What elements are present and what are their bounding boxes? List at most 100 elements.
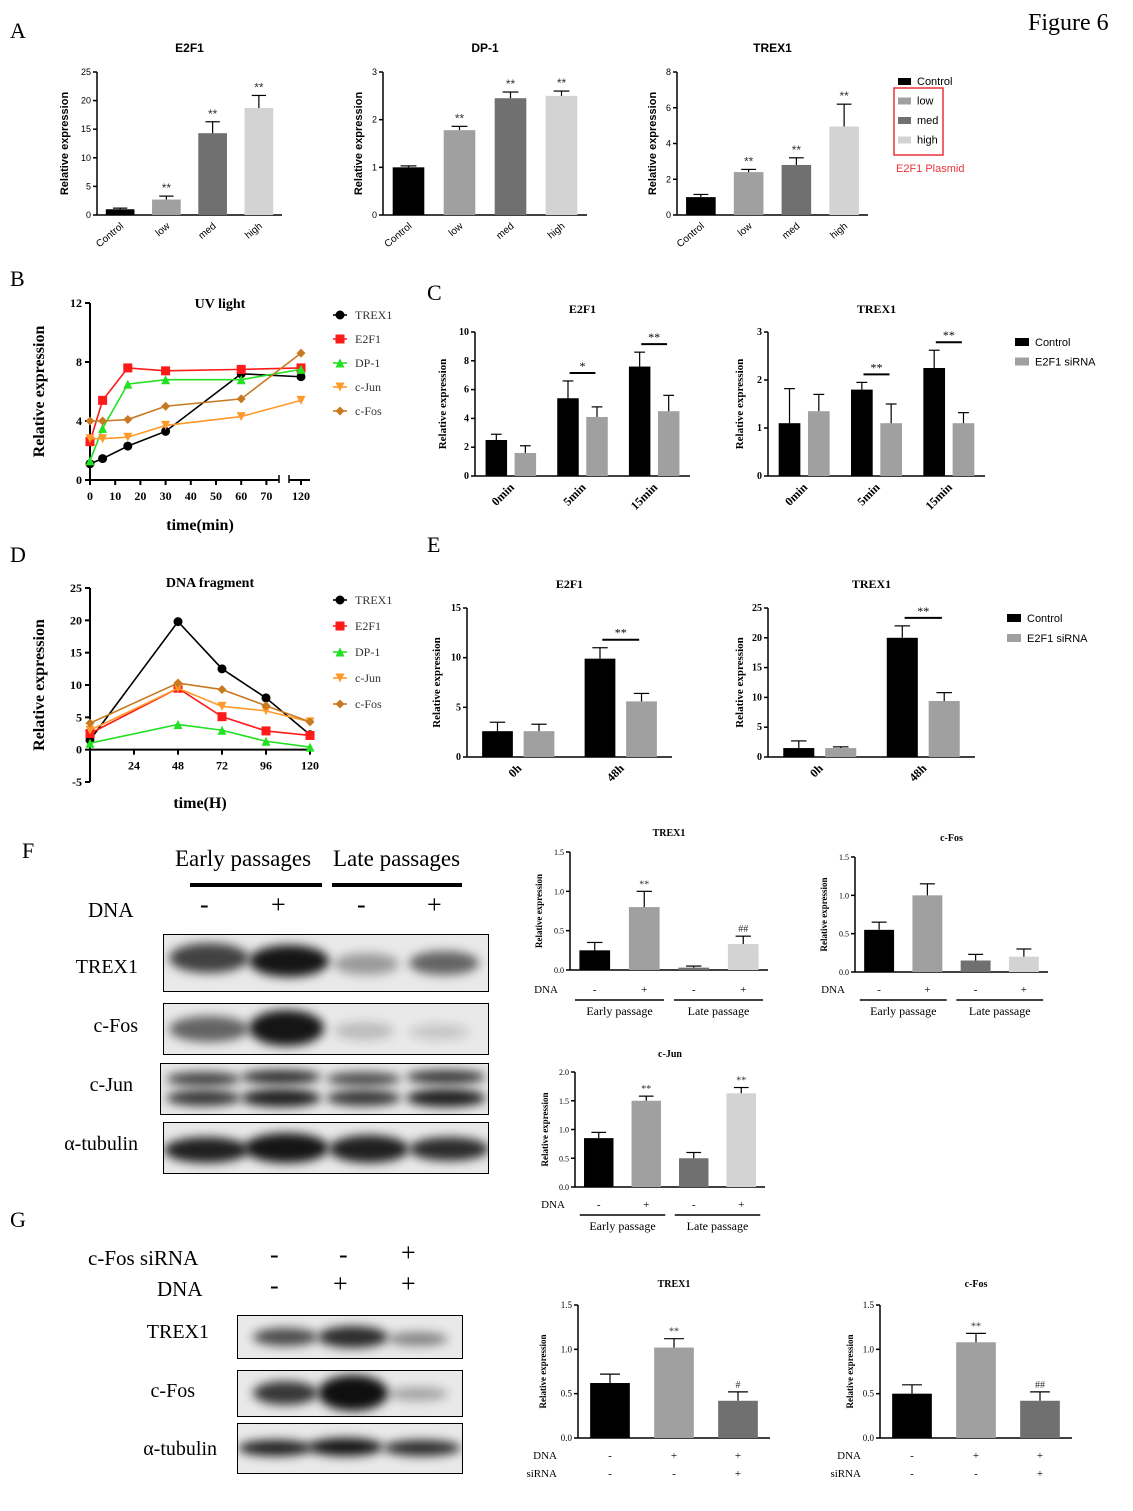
y-tick-label: 2 — [666, 174, 671, 184]
triangle-down-marker — [296, 395, 306, 405]
diamond-marker — [85, 416, 95, 426]
y-axis-label: Relative expression — [353, 92, 365, 196]
bar — [657, 411, 680, 476]
significance-mark: ** — [744, 154, 754, 168]
significance-mark: ** — [506, 77, 516, 91]
triangle-marker — [85, 738, 95, 748]
diamond-marker — [123, 415, 133, 425]
row-value: + — [1037, 1468, 1043, 1480]
chart-title: TREX1 — [653, 828, 686, 839]
legend-swatch — [1007, 634, 1021, 642]
x-tick-label: 30 — [160, 489, 172, 503]
triangle-marker — [305, 742, 315, 752]
legend-swatch — [898, 78, 911, 85]
group-label: Early passage — [586, 1004, 652, 1018]
bar — [654, 1347, 694, 1438]
protein-band — [334, 1022, 394, 1040]
protein-band — [318, 1326, 388, 1348]
legend-label: Control — [1027, 613, 1062, 625]
blot-row-label: c-Jun — [89, 1074, 133, 1096]
bar — [586, 416, 608, 476]
blot-trex1 — [163, 934, 489, 992]
bar — [584, 1138, 614, 1187]
header-early-passages: Early passages — [175, 846, 312, 871]
protein-band — [334, 953, 399, 975]
legend-swatch — [898, 117, 911, 124]
legend-label: Control — [917, 76, 952, 88]
square-marker — [261, 726, 271, 736]
protein-band — [326, 1090, 401, 1106]
bar — [628, 366, 651, 476]
dna-label: DNA — [88, 898, 134, 922]
y-tick-label: 15 — [451, 603, 461, 614]
legend-label: med — [917, 115, 938, 127]
y-tick-label: 1.0 — [554, 887, 564, 896]
y-tick-label: 12 — [70, 296, 82, 310]
x-axis-label: time(H) — [173, 795, 226, 812]
triangle-marker — [98, 423, 108, 433]
legend-label: DP-1 — [355, 356, 380, 370]
category-label: med — [197, 221, 219, 242]
bar — [557, 398, 579, 476]
category-label: 15min — [628, 480, 661, 513]
significance-mark: ** — [455, 111, 465, 125]
circle-marker — [261, 693, 271, 703]
y-tick-label: 0 — [76, 473, 82, 487]
y-tick-label: 0.5 — [561, 1389, 573, 1399]
y-tick-label: 10 — [459, 327, 469, 338]
group-label: Late passage — [969, 1004, 1031, 1018]
panel-label-e: E — [427, 532, 441, 557]
diamond-marker — [85, 718, 95, 728]
row-label: siRNA — [526, 1468, 557, 1480]
x-tick-label: 48 — [172, 759, 184, 773]
diamond-marker — [335, 406, 345, 416]
chart-title: c-Fos — [965, 1279, 988, 1290]
triangle-down-marker — [173, 683, 183, 693]
bar — [807, 411, 830, 476]
triangle-down-marker — [236, 412, 246, 422]
significance-mark: # — [736, 1380, 741, 1391]
y-tick-label: 0 — [456, 752, 461, 763]
bar — [482, 731, 513, 757]
protein-band — [308, 1438, 383, 1456]
protein-band — [329, 1135, 409, 1163]
bar — [392, 167, 425, 215]
y-tick-label: 1 — [757, 423, 762, 434]
row-value: - — [910, 1450, 914, 1462]
row-value: - — [877, 984, 881, 996]
protein-band — [241, 1089, 321, 1107]
x-tick-label: 40 — [185, 489, 197, 503]
bar — [960, 960, 991, 972]
y-tick-label: 0.5 — [559, 1154, 569, 1163]
category-label: 0h — [807, 761, 826, 780]
sirna-sign: + — [401, 1238, 416, 1267]
y-tick-label: 0 — [76, 743, 82, 757]
blot-alpha-tubulin — [163, 1122, 489, 1174]
y-tick-label: 1.5 — [839, 853, 849, 862]
legend-label: TREX1 — [355, 308, 392, 322]
y-axis-label: Relative expression — [431, 637, 443, 728]
y-tick-label: 20 — [70, 613, 82, 627]
category-label: 48h — [604, 761, 627, 784]
blot-row-label: TREX1 — [146, 1321, 209, 1343]
y-tick-label: 6 — [666, 103, 671, 113]
circle-marker — [98, 454, 108, 464]
y-tick-label: 8 — [76, 355, 82, 369]
circle-marker — [296, 372, 306, 382]
protein-band — [164, 1137, 249, 1163]
dna-sign: - — [357, 890, 366, 919]
y-tick-label: 1.0 — [561, 1344, 573, 1354]
protein-band — [406, 1089, 486, 1107]
row-value: - — [974, 1468, 978, 1480]
circle-marker — [173, 617, 183, 627]
legend-note: E2F1 Plasmid — [896, 163, 964, 175]
triangle-down-marker — [85, 434, 95, 444]
category-label: 0min — [489, 480, 518, 509]
protein-band — [406, 1070, 486, 1084]
legend-label: c-Jun — [355, 671, 381, 685]
triangle-down-marker — [98, 434, 108, 444]
y-tick-label: 0 — [372, 210, 377, 220]
significance-mark: ** — [615, 626, 627, 640]
legend-swatch — [1007, 614, 1021, 622]
y-tick-label: 0.0 — [554, 966, 564, 975]
